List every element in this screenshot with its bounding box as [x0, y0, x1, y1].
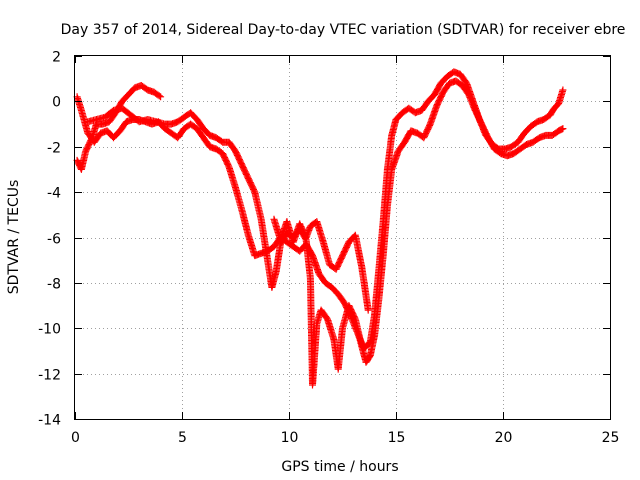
y-tick-label: -6 — [47, 232, 61, 248]
data-points — [73, 68, 567, 389]
y-tick-label: -2 — [47, 141, 61, 157]
x-tick-label: 10 — [281, 430, 299, 446]
data-point — [155, 92, 163, 100]
y-tick-label: -12 — [38, 368, 61, 384]
data-point — [364, 306, 372, 314]
x-tick-label: 5 — [178, 430, 187, 446]
y-tick-label: 0 — [52, 95, 61, 111]
y-axis-label: SDTVAR / TECUs — [6, 180, 22, 295]
data-point — [559, 125, 567, 133]
y-tick-label: -4 — [47, 186, 61, 202]
y-tick-label: -8 — [47, 277, 61, 293]
plot-frame — [74, 55, 611, 420]
y-tick-label: -10 — [38, 322, 61, 338]
y-tick-label: 2 — [52, 50, 61, 66]
x-tick-label: 20 — [495, 430, 513, 446]
y-tick-label: -14 — [38, 413, 61, 429]
x-tick-label: 0 — [71, 430, 80, 446]
x-tick-label: 25 — [602, 430, 620, 446]
chart-title: Day 357 of 2014, Sidereal Day-to-day VTE… — [61, 22, 626, 38]
grid-lines — [75, 56, 610, 419]
data-point — [559, 86, 567, 94]
tick-labels: 0 5 10 15 20 25 -14 -12 -10 -8 -6 -4 -2 0 2 — [38, 50, 619, 447]
x-axis-label: GPS time / hours — [281, 459, 398, 475]
axis-ticks — [75, 56, 611, 420]
data-point — [157, 93, 165, 101]
x-tick-label: 15 — [388, 430, 406, 446]
